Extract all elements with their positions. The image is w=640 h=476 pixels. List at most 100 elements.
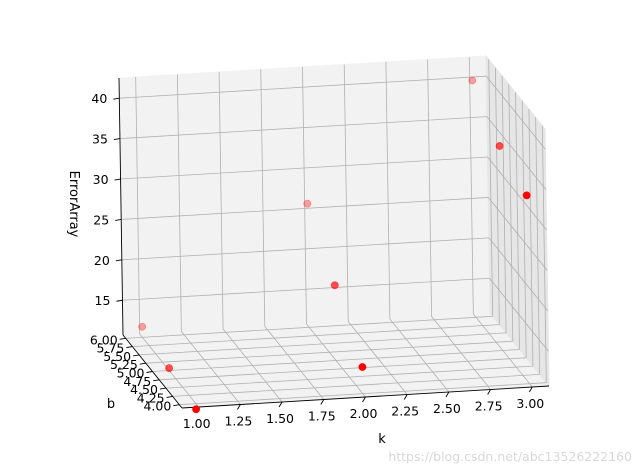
y-tick-mark (126, 346, 133, 349)
z-gridline-back (119, 116, 487, 140)
x-tick-label: 2.50 (433, 401, 461, 416)
y-tick-label: 4.00 (143, 399, 171, 414)
y-tick-label: 6.00 (90, 332, 118, 347)
y-tick-label: 4.25 (137, 390, 165, 405)
y-gridline-floor (179, 382, 547, 406)
z-tick-mark (115, 218, 122, 221)
y-gridline-floor (132, 324, 500, 348)
x-gridline-wall (427, 59, 433, 317)
x-tick-label: 2.25 (391, 404, 419, 419)
z-gridline-side (487, 156, 547, 231)
z-tick-mark (113, 97, 120, 100)
z-gridline-side (488, 237, 549, 312)
z-tick-mark (113, 138, 121, 141)
y-tick-label: 5.75 (97, 341, 125, 356)
z-axis-line (118, 77, 124, 336)
y-gridline-wall (508, 84, 514, 342)
y-tick-label: 4.75 (123, 374, 151, 389)
z-gridline-side (486, 75, 546, 150)
x-tick-label: 1.50 (266, 411, 294, 426)
x-tick-mark (528, 386, 533, 393)
y-tick-mark (159, 387, 166, 390)
x-gridline-wall (260, 69, 266, 327)
data-point (330, 281, 339, 290)
x-tick-mark (237, 404, 241, 410)
z-tick-label: 20 (94, 253, 110, 268)
x-gridline-wall (468, 56, 474, 315)
z-gridline-side (486, 116, 547, 190)
z-tick-mark (115, 259, 122, 262)
x-tick-mark (403, 394, 408, 400)
x-axis-ticks: 1.00 1.25 1.50 1.75 2.00 2.25 2.50 2.75 3.00 (183, 386, 544, 431)
axes-panes (118, 54, 550, 409)
y-tick-mark (153, 379, 160, 382)
z-gridline-back (121, 237, 489, 261)
y-tick-mark (166, 395, 173, 398)
z-tick-mark (116, 299, 123, 302)
y-tick-mark (119, 337, 126, 340)
y-tick-label: 4.50 (130, 382, 158, 397)
z-gridline-back (119, 75, 487, 99)
x-tick-mark (487, 389, 491, 395)
z-axis-title: ErrorArray (66, 171, 81, 238)
y-tick-mark (139, 362, 146, 365)
x-gridline-wall (135, 76, 141, 335)
x-tick-mark (362, 396, 366, 403)
z-tick-label: 15 (95, 293, 111, 308)
z-gridline-back (122, 277, 490, 301)
y-gridline-wall (488, 59, 494, 317)
y-gridline-floor (165, 365, 533, 389)
x-gridline-wall (176, 74, 182, 332)
y-tick-label: 5.00 (117, 366, 145, 381)
y-tick-mark (133, 354, 140, 357)
x-tick-label: 1.75 (308, 409, 336, 424)
z-gridline-back (121, 197, 489, 220)
watermark-text: https://blog.csdn.net/abc13526222160 (388, 449, 632, 464)
data-point (192, 405, 200, 414)
y-gridline-floor (145, 340, 513, 364)
z-gridline-side (489, 277, 549, 352)
y-gridline-wall (528, 109, 534, 367)
z-tick-mark (114, 178, 121, 181)
x-tick-label: 3.00 (516, 396, 544, 411)
data-points (138, 76, 531, 414)
y-gridline-wall (515, 92, 520, 350)
data-point (358, 363, 367, 371)
x-axis-title: k (378, 432, 386, 447)
x-tick-label: 1.25 (224, 414, 252, 429)
y-tick-mark (146, 371, 153, 373)
x-gridline-wall (302, 66, 307, 325)
x-gridline-wall (343, 64, 349, 322)
x-tick-label: 1.00 (183, 416, 211, 431)
z-tick-label: 25 (93, 212, 109, 227)
y-gridline-wall (535, 117, 541, 375)
y-gridline-floor (159, 357, 527, 381)
x-gridline-wall (385, 61, 391, 320)
data-point (303, 199, 312, 208)
y-axis-title: b (107, 397, 115, 412)
grid-lines (119, 56, 549, 408)
data-point (495, 142, 504, 150)
x-tick-label: 2.00 (350, 406, 378, 421)
y-tick-label: 5.50 (103, 349, 131, 364)
z-tick-label: 40 (91, 91, 107, 106)
y-axis-ticks: 4.004.254.504.755.005.255.505.756.00 (90, 332, 180, 414)
y-gridline-wall (521, 100, 527, 358)
y-gridline-floor (125, 315, 493, 339)
data-point (522, 191, 531, 200)
data-point (165, 364, 173, 372)
x-tick-mark (445, 391, 450, 398)
y-tick-label: 5.25 (110, 357, 138, 372)
y-gridline-wall (541, 125, 547, 383)
y-gridline-wall (501, 75, 507, 333)
y-gridline-floor (172, 373, 540, 397)
x-tick-mark (278, 401, 283, 408)
data-point (138, 322, 147, 331)
x-tick-label: 2.75 (475, 399, 503, 414)
x-tick-mark (320, 399, 325, 405)
z-tick-label: 35 (92, 132, 108, 147)
z-tick-label: 30 (93, 172, 109, 187)
z-gridline-back (120, 156, 488, 180)
y-gridline-wall (494, 67, 500, 325)
